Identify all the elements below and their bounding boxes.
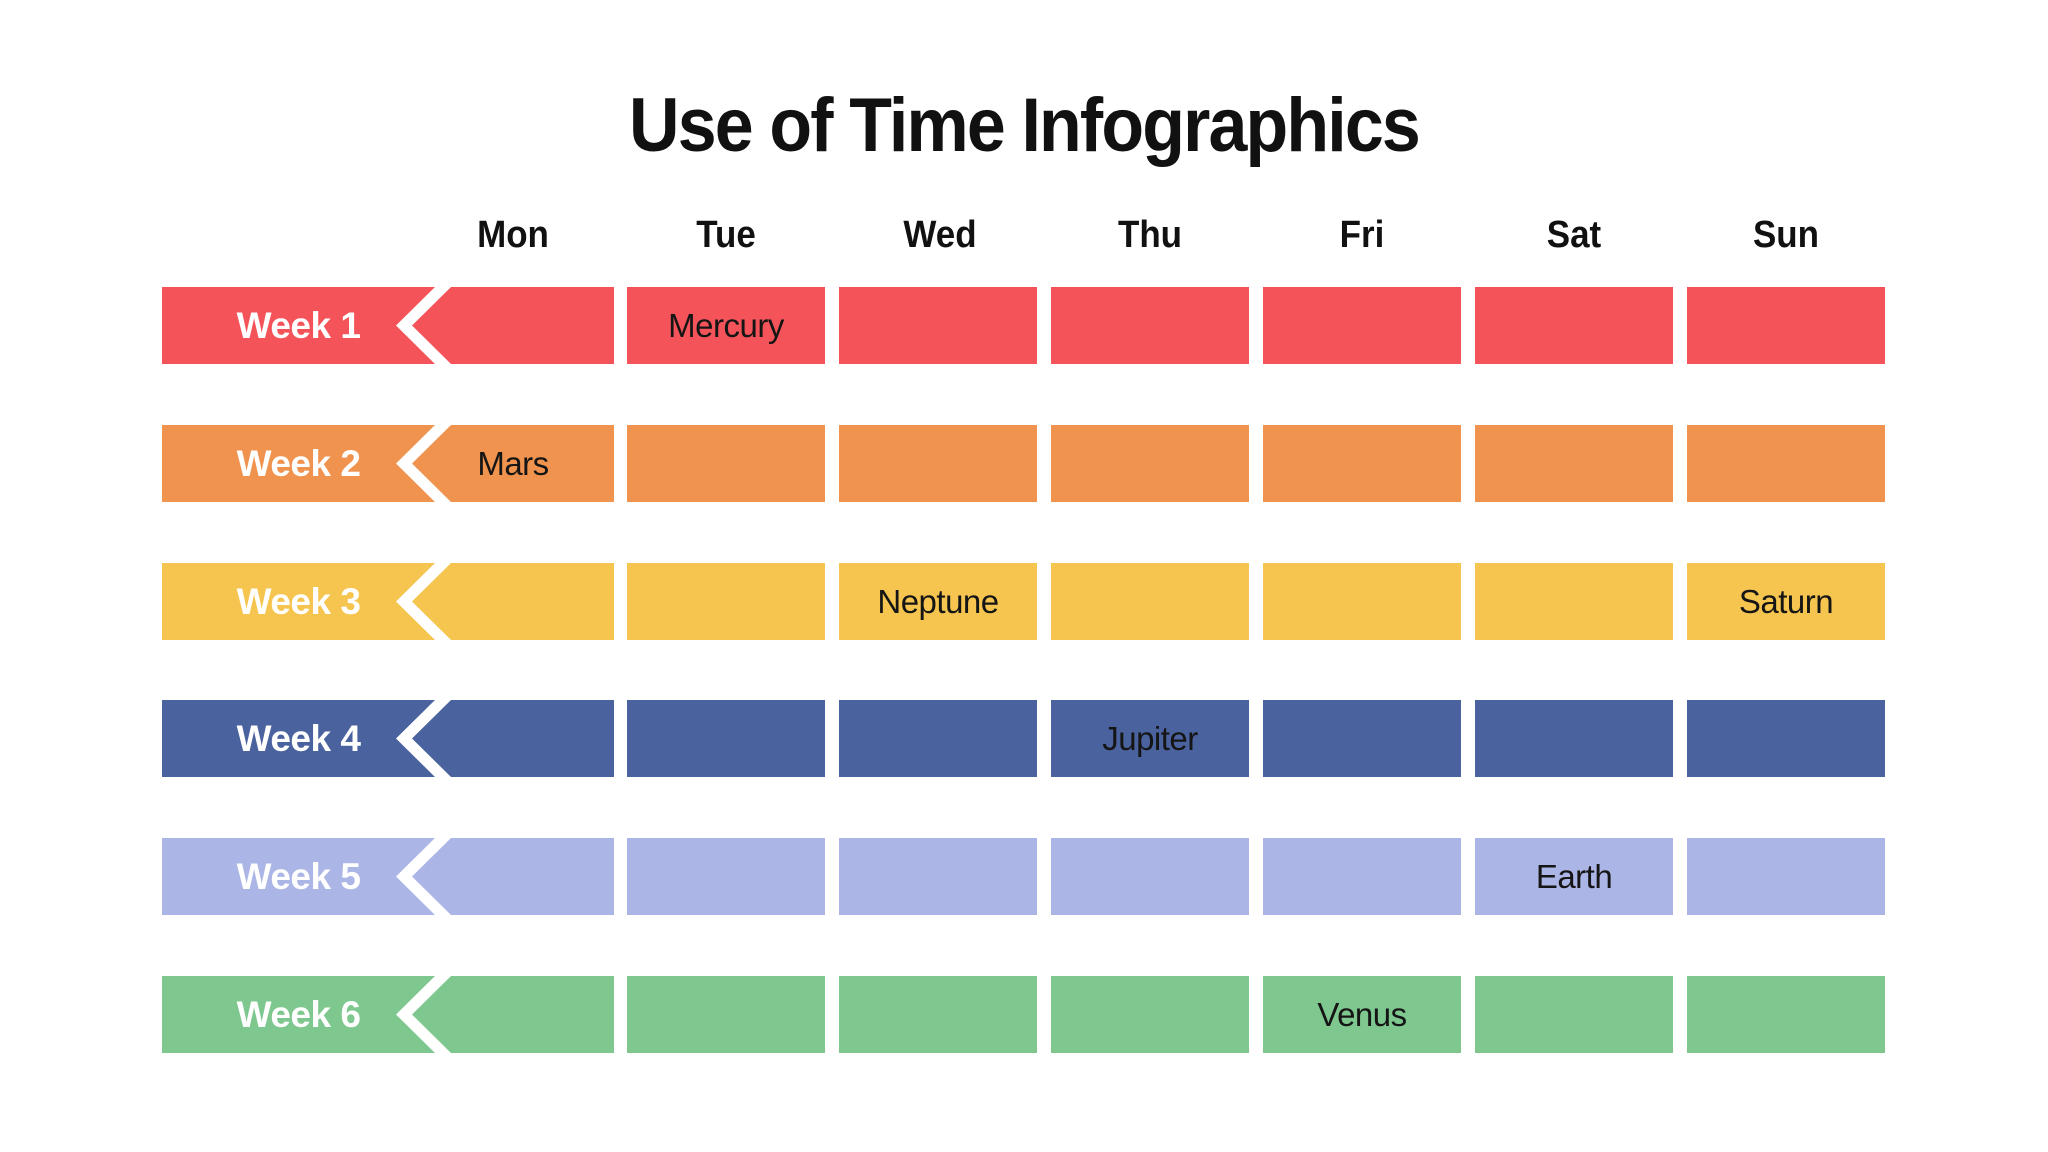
cell-w4-sun xyxy=(1687,700,1885,777)
cell-w6-tue xyxy=(627,976,825,1053)
cell-w3-sat xyxy=(1475,563,1673,640)
cell-w6-thu xyxy=(1051,976,1249,1053)
cell-w6-sun xyxy=(1687,976,1885,1053)
cell-w1-fri xyxy=(1263,287,1461,364)
cell-w5-thu xyxy=(1051,838,1249,915)
cell-w5-fri xyxy=(1263,838,1461,915)
cell-w6-wed xyxy=(839,976,1037,1053)
week-row-2: Week 2 Mars xyxy=(0,425,2048,502)
week-row-5: Week 5 Earth xyxy=(0,838,2048,915)
cell-w4-thu: Jupiter xyxy=(1051,700,1249,777)
week-6-label: Week 6 xyxy=(162,976,435,1053)
cell-w3-tue xyxy=(627,563,825,640)
cell-w4-sat xyxy=(1475,700,1673,777)
week-row-1: Week 1 Mercury xyxy=(0,287,2048,364)
cell-w2-tue xyxy=(627,425,825,502)
cell-w4-fri xyxy=(1263,700,1461,777)
column-header-sun: Sun xyxy=(1752,214,1820,256)
column-header-thu: Thu xyxy=(1117,214,1183,256)
cell-w2-sat xyxy=(1475,425,1673,502)
week-3-label: Week 3 xyxy=(162,563,435,640)
cell-w1-mon xyxy=(412,287,614,364)
column-header-fri: Fri xyxy=(1339,214,1385,256)
cell-w3-sun: Saturn xyxy=(1687,563,1885,640)
cell-w3-thu xyxy=(1051,563,1249,640)
week-row-3: Week 3 Neptune Saturn xyxy=(0,563,2048,640)
week-2-label: Week 2 xyxy=(162,425,435,502)
cell-w2-wed xyxy=(839,425,1037,502)
cell-w6-fri: Venus xyxy=(1263,976,1461,1053)
cell-w6-mon xyxy=(412,976,614,1053)
week-row-4: Week 4 Jupiter xyxy=(0,700,2048,777)
cell-w5-mon xyxy=(412,838,614,915)
cell-w1-thu xyxy=(1051,287,1249,364)
cell-w3-fri xyxy=(1263,563,1461,640)
page-title: Use of Time Infographics xyxy=(629,83,1421,168)
cell-w5-tue xyxy=(627,838,825,915)
week-1-label: Week 1 xyxy=(162,287,435,364)
column-header-wed: Wed xyxy=(903,214,977,256)
cell-w3-mon xyxy=(412,563,614,640)
column-header-sat: Sat xyxy=(1546,214,1602,256)
cell-w2-sun xyxy=(1687,425,1885,502)
cell-w6-sat xyxy=(1475,976,1673,1053)
cell-w2-thu xyxy=(1051,425,1249,502)
column-header-mon: Mon xyxy=(477,214,549,256)
cell-w2-fri xyxy=(1263,425,1461,502)
cell-w3-wed: Neptune xyxy=(839,563,1037,640)
cell-w4-tue xyxy=(627,700,825,777)
cell-w5-wed xyxy=(839,838,1037,915)
cell-w5-sat: Earth xyxy=(1475,838,1673,915)
cell-w1-sun xyxy=(1687,287,1885,364)
column-header-tue: Tue xyxy=(696,214,756,256)
cell-w1-sat xyxy=(1475,287,1673,364)
week-4-label: Week 4 xyxy=(162,700,435,777)
cell-w2-mon: Mars xyxy=(412,425,614,502)
week-row-6: Week 6 Venus xyxy=(0,976,2048,1053)
cell-w1-wed xyxy=(839,287,1037,364)
cell-w1-tue: Mercury xyxy=(627,287,825,364)
cell-w4-wed xyxy=(839,700,1037,777)
week-5-label: Week 5 xyxy=(162,838,435,915)
cell-w4-mon xyxy=(412,700,614,777)
cell-w5-sun xyxy=(1687,838,1885,915)
